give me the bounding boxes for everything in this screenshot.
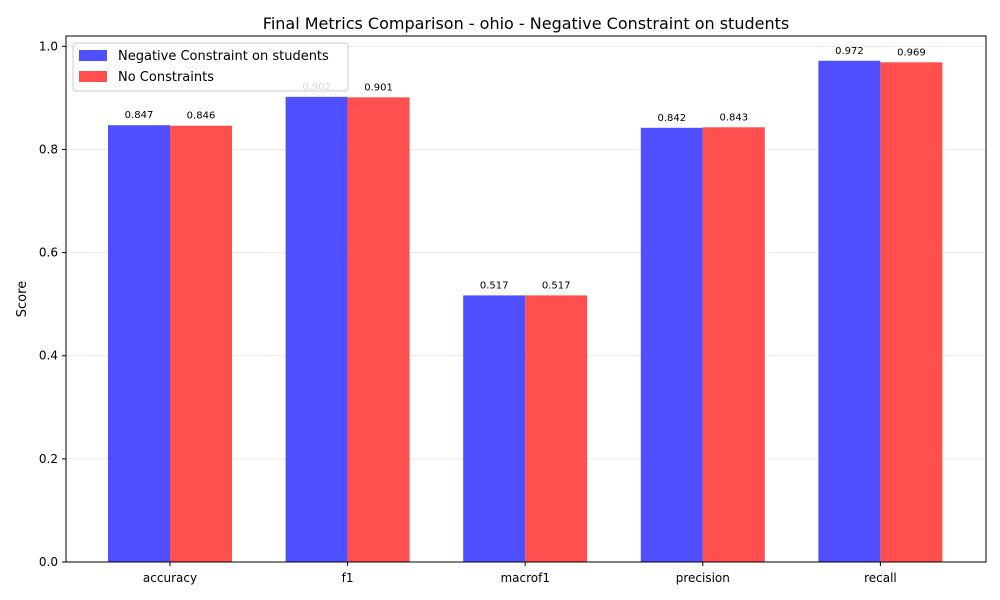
- y-tick-label: 0.2: [39, 452, 58, 466]
- y-tick-label: 0.0: [39, 555, 58, 569]
- bar-negative-constraint-precision: [640, 127, 703, 562]
- data-label: 0.843: [719, 112, 748, 123]
- legend-label-no-constraints: No Constraints: [118, 70, 214, 85]
- y-axis-label: Score: [15, 281, 30, 317]
- data-label: 0.517: [542, 280, 571, 291]
- y-tick-label: 0.8: [39, 142, 58, 156]
- bar-no-constraints-accuracy: [170, 125, 232, 563]
- plot-frame: [65, 35, 987, 563]
- y-tick-label: 0.4: [39, 349, 58, 363]
- bar-negative-constraint-accuracy: [108, 125, 170, 563]
- chart-title: Final Metrics Comparison - ohio - Negati…: [263, 14, 789, 33]
- bar-no-constraints-recall: [880, 62, 943, 563]
- data-label: 0.842: [657, 113, 686, 124]
- legend-label-negative-constraint: Negative Constraint on students: [118, 49, 329, 64]
- bar-negative-constraint-f1: [285, 96, 348, 562]
- x-tick-label-recall: recall: [864, 571, 897, 585]
- x-tick-label-accuracy: accuracy: [143, 571, 197, 585]
- data-label: 0.972: [835, 46, 864, 57]
- legend-swatch-negative-constraint: [79, 50, 107, 61]
- x-tick-label-f1: f1: [342, 571, 354, 585]
- legend-box: [72, 42, 349, 92]
- x-tick-label-macrof1: macrof1: [500, 571, 550, 585]
- y-tick-label: 1.0: [39, 39, 58, 53]
- bar-no-constraints-macrof1: [525, 295, 588, 562]
- data-label: 0.517: [480, 280, 509, 291]
- data-label: 0.901: [364, 82, 393, 93]
- legend: Negative Constraint on students No Const…: [72, 42, 349, 92]
- legend-swatch-no-constraints: [79, 71, 107, 82]
- bar-negative-constraint-macrof1: [463, 295, 526, 562]
- bar-no-constraints-precision: [702, 127, 765, 562]
- data-label: 0.847: [125, 110, 154, 121]
- data-label: 0.846: [187, 111, 216, 122]
- bars: [108, 60, 943, 563]
- bar-no-constraints-f1: [347, 97, 410, 562]
- bar-negative-constraint-recall: [818, 60, 881, 563]
- axes: 0.0 0.2 0.4 0.6 0.8 1.0 accuracy f1 macrof1 preci…: [39, 39, 897, 585]
- data-label: 0.969: [897, 47, 926, 58]
- y-tick-label: 0.6: [39, 246, 58, 260]
- x-tick-label-precision: precision: [676, 571, 730, 585]
